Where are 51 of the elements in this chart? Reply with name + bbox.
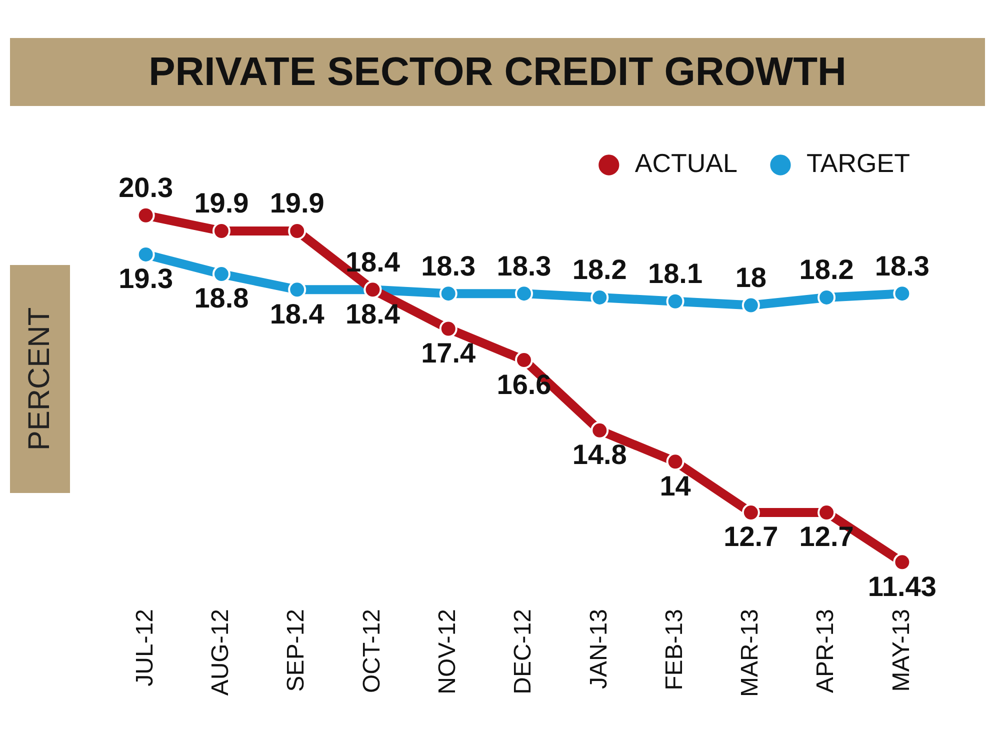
data-label: 18 bbox=[735, 262, 766, 294]
data-label: 18.2 bbox=[799, 254, 854, 286]
data-label: 18.3 bbox=[496, 250, 552, 282]
data-label: 20.3 bbox=[118, 172, 174, 204]
point bbox=[515, 351, 533, 370]
point bbox=[666, 292, 684, 310]
point bbox=[515, 284, 533, 303]
data-label: 18.4 bbox=[270, 298, 325, 330]
data-label: 19.3 bbox=[118, 263, 174, 294]
x-tick-label: OCT-12 bbox=[358, 608, 386, 694]
chart-title: PRIVATE SECTOR CREDIT GROWTH bbox=[10, 38, 985, 106]
point bbox=[439, 320, 458, 338]
point bbox=[742, 296, 760, 314]
point bbox=[666, 452, 684, 471]
data-label: 12.7 bbox=[724, 521, 778, 552]
x-tick-label: AUG-12 bbox=[207, 608, 234, 696]
data-label: 16.6 bbox=[496, 368, 552, 400]
data-label: 17.4 bbox=[421, 337, 476, 368]
x-tick-label: JUL-12 bbox=[131, 608, 158, 686]
x-tick-label: JAN-13 bbox=[585, 608, 612, 690]
legend-label: ACTUAL bbox=[634, 148, 738, 178]
point bbox=[893, 284, 912, 303]
x-tick-label: DEC-12 bbox=[510, 608, 537, 694]
point bbox=[288, 222, 306, 240]
data-label: 18.1 bbox=[648, 258, 703, 290]
data-label: 14 bbox=[660, 470, 692, 502]
x-tick-label: FEB-13 bbox=[660, 608, 688, 690]
data-label: 11.43 bbox=[868, 570, 936, 602]
x-tick-label: MAR-13 bbox=[736, 608, 764, 698]
y-axis-title: PERCENT bbox=[23, 307, 57, 451]
data-label: 14.8 bbox=[572, 439, 627, 470]
point bbox=[818, 504, 836, 522]
point bbox=[590, 421, 609, 440]
point bbox=[136, 206, 155, 224]
data-label: 12.7 bbox=[799, 521, 854, 552]
x-tick-label: MAY-13 bbox=[888, 608, 915, 692]
data-label: 18.3 bbox=[421, 250, 476, 282]
data-label: 18.3 bbox=[874, 250, 930, 282]
x-tick-label: APR-13 bbox=[812, 608, 840, 694]
x-tick-label: NOV-12 bbox=[434, 608, 461, 694]
legend-label: TARGET bbox=[806, 148, 910, 178]
point bbox=[439, 284, 458, 303]
data-label: 19.9 bbox=[270, 188, 324, 219]
point bbox=[288, 280, 306, 299]
point bbox=[893, 553, 912, 572]
data-label: 18.2 bbox=[572, 254, 627, 286]
data-label: 18.8 bbox=[194, 282, 249, 314]
x-tick-label: SEP-12 bbox=[282, 608, 310, 692]
data-label: 18.4 bbox=[345, 246, 400, 278]
data-label: 18.4 bbox=[345, 298, 400, 330]
data-label: 19.9 bbox=[194, 188, 249, 219]
